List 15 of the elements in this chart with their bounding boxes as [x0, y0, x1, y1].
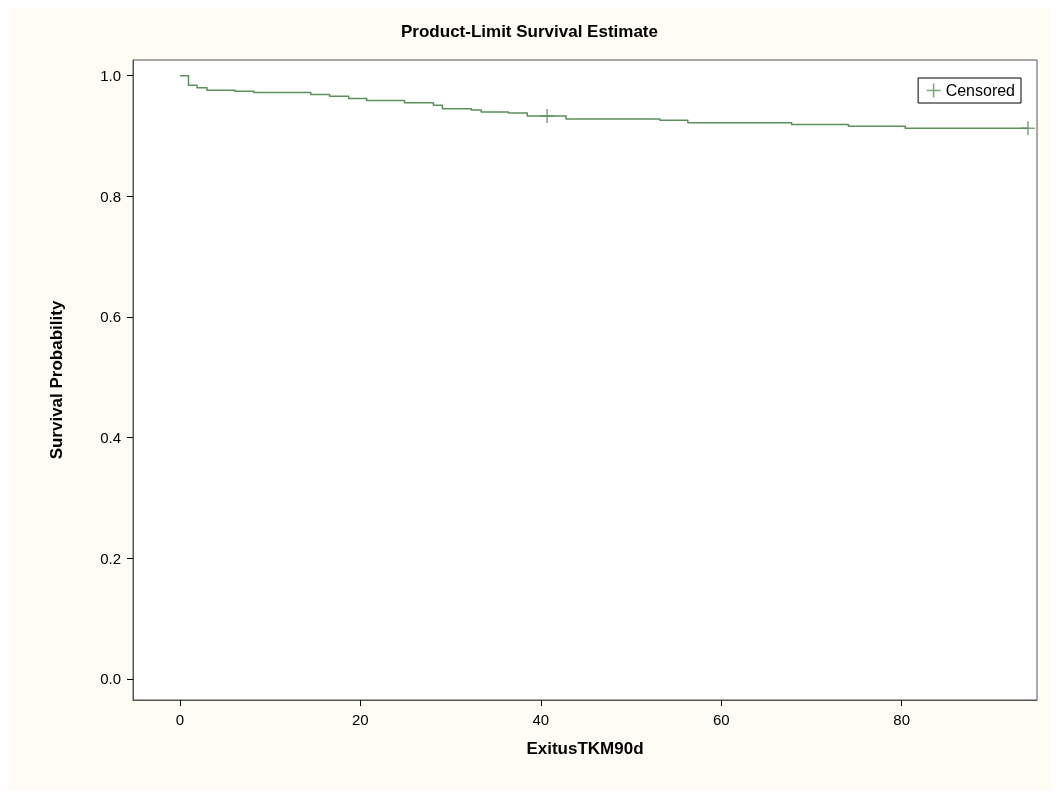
y-axis-title: Survival Probability — [47, 300, 66, 460]
x-tick-label: 60 — [712, 711, 730, 728]
x-tick-label: 40 — [532, 711, 550, 728]
x-tick-label: 0 — [175, 711, 185, 728]
legend-label: Censored — [945, 82, 1015, 99]
y-tick-label: 0.6 — [100, 308, 121, 326]
chart-title: Product-Limit Survival Estimate — [401, 22, 658, 41]
y-tick-label: 0.8 — [100, 187, 121, 205]
x-tick-label: 80 — [893, 711, 911, 728]
x-tick-label: 20 — [352, 711, 369, 728]
y-tick-label: 0.2 — [100, 549, 121, 567]
y-tick-label: 0.4 — [100, 429, 121, 447]
y-tick-label: 0.0 — [100, 670, 121, 688]
y-tick-label: 1.0 — [100, 67, 121, 85]
x-axis-title: ExitusTKM90d — [526, 739, 644, 758]
